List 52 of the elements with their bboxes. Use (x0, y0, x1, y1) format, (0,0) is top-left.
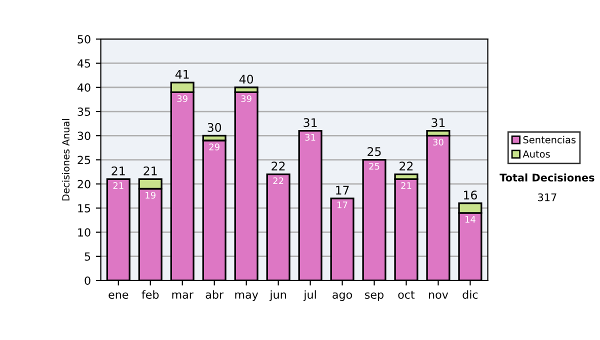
data-label: 30 (433, 138, 444, 146)
x-tick-label: nov (429, 292, 448, 299)
y-tick-label: 20 (78, 180, 90, 188)
x-tick-label: ago (332, 292, 352, 301)
y-tick-label: 50 (78, 35, 90, 44)
total-label: 22 (272, 162, 285, 170)
x-tick-label: oct (398, 290, 415, 299)
total-label: 25 (368, 147, 381, 156)
data-label: 25 (369, 162, 380, 170)
x-tick-label: dic (462, 290, 478, 299)
x-tick-label: feb (142, 290, 159, 299)
total-label: 16 (464, 190, 477, 200)
legend-label: Autos (522, 150, 550, 158)
data-label: 22 (273, 177, 284, 184)
x-tick-label: abr (206, 290, 224, 299)
total-label: 41 (175, 70, 189, 79)
text: Total Decisiones (500, 173, 594, 182)
total-label: 21 (144, 166, 157, 176)
total-label: 31 (304, 118, 317, 128)
data-label: 29 (209, 144, 220, 150)
data-label: 21 (113, 182, 124, 189)
y-tick-label: 10 (78, 228, 90, 237)
data-label: 17 (338, 202, 348, 208)
total-label: 30 (208, 122, 222, 132)
x-tick-label: ene (108, 292, 128, 299)
y-tick-label: 35 (78, 107, 90, 116)
x-tick-label: may (235, 292, 258, 301)
x-tick-label: sep (365, 292, 384, 301)
data-label: 39 (177, 95, 188, 102)
x-tick-label: mar (172, 292, 194, 299)
data-label: 14 (465, 216, 476, 223)
y-tick-label: 30 (78, 132, 90, 140)
y-tick-label: 15 (78, 204, 90, 212)
y-tick-label: 45 (77, 59, 90, 68)
data-label: 39 (241, 95, 252, 102)
legend-label: Sentencias (523, 136, 576, 144)
total-label: 31 (432, 118, 445, 128)
data-label: 31 (305, 134, 316, 141)
data-label: 19 (146, 192, 156, 199)
y-tick-label: 25 (78, 156, 90, 164)
text: 317 (538, 193, 556, 202)
x-tick-label: jun (270, 290, 286, 301)
total-label: 22 (400, 162, 413, 170)
data-label: 21 (401, 182, 412, 189)
y-tick-label: 40 (77, 83, 90, 92)
total-label: 40 (239, 74, 254, 84)
total-label: 21 (112, 166, 125, 176)
x-tick-label: jul (303, 290, 316, 301)
total-label: 17 (336, 186, 349, 195)
y-tick-label: 5 (84, 252, 90, 261)
y-axis-title: Decisiones Anual (62, 119, 70, 200)
y-tick-label: 0 (84, 276, 90, 285)
